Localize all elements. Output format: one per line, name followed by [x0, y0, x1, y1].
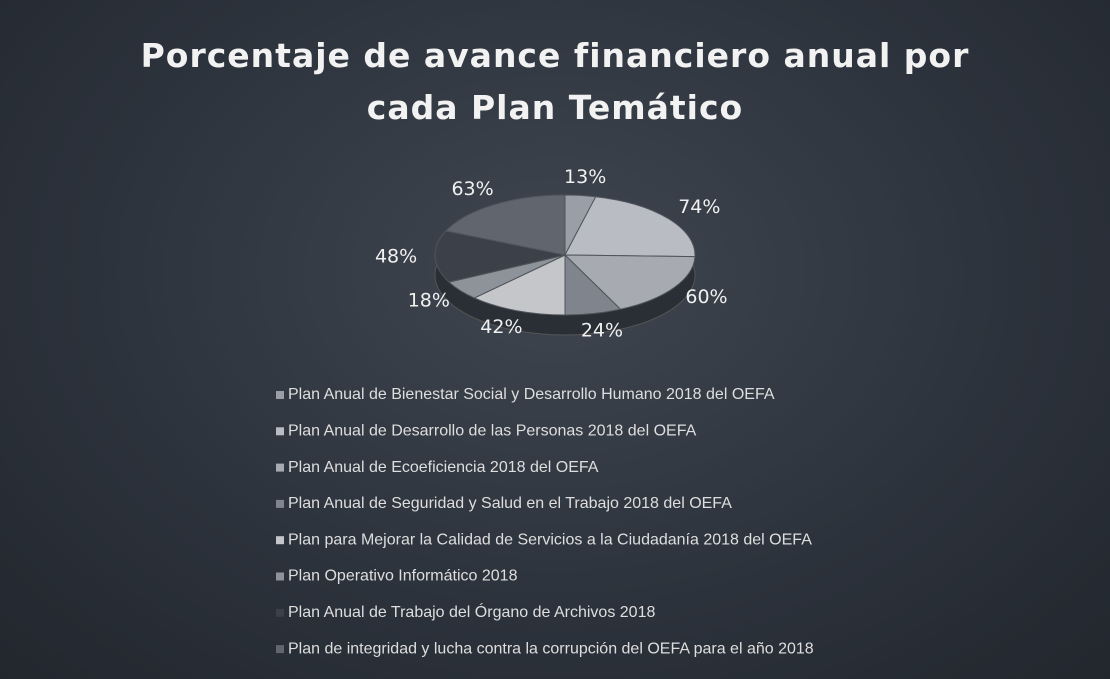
data-label: 63%: [451, 178, 493, 200]
legend-marker: [276, 572, 284, 581]
legend-marker: [276, 536, 284, 545]
legend-marker: [276, 391, 284, 399]
pie-slice: [473, 254, 566, 316]
legend-marker: [276, 427, 284, 436]
data-label: 13%: [564, 166, 606, 188]
legend-label: Plan Operativo Informático 2018: [288, 568, 518, 585]
data-label: 48%: [375, 246, 417, 268]
data-label: 74%: [678, 196, 720, 218]
legend-marker: [276, 645, 284, 654]
legend-label: Plan Anual de Bienestar Social y Desarro…: [288, 386, 775, 403]
chart-title: Porcentaje de avance financiero anual po…: [140, 36, 970, 127]
legend-marker: [276, 463, 284, 472]
legend-label: Plan Anual de Ecoeficiencia 2018 del OEF…: [288, 459, 599, 476]
data-label: 42%: [480, 316, 522, 338]
legend-label: Plan Anual de Trabajo del Órgano de Arch…: [288, 602, 655, 621]
data-label: 60%: [685, 286, 727, 308]
data-label: 24%: [581, 320, 623, 342]
pie-slice: [444, 194, 566, 256]
pie-slice: [564, 196, 696, 258]
legend-label: Plan Anual de Seguridad y Salud en el Tr…: [288, 495, 732, 512]
pie-slice: [563, 254, 696, 310]
legend-label: Plan de integridad y lucha contra la cor…: [288, 640, 814, 657]
legend-marker: [276, 608, 284, 617]
pie-slice: [434, 230, 566, 283]
legend-label: Plan para Mejorar la Calidad de Servicio…: [288, 531, 812, 548]
legend-marker: [276, 499, 284, 508]
data-label: 18%: [408, 290, 450, 312]
legend-label: Plan Anual de Desarrollo de las Personas…: [288, 423, 697, 440]
